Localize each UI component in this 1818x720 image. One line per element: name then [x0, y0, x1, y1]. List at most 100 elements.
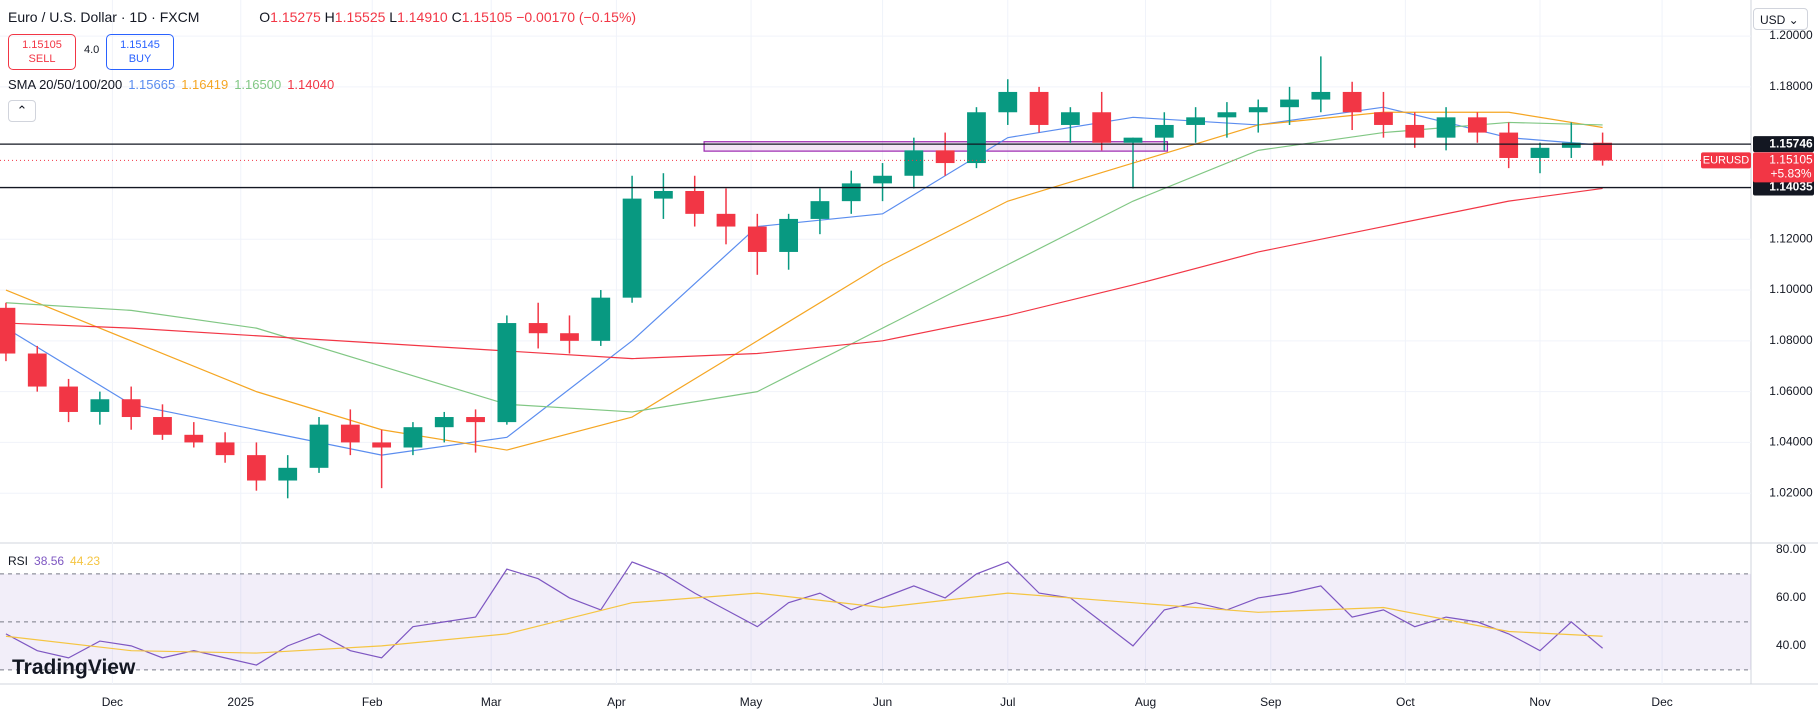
candle-body — [309, 424, 329, 468]
candle-body — [1060, 112, 1080, 125]
sma-line — [5, 111, 1603, 451]
price-axis-bg — [1751, 0, 1818, 720]
symbol-label-bg — [1701, 152, 1751, 169]
candle-body — [466, 417, 485, 423]
buy-button[interactable]: 1.15145 BUY — [106, 34, 174, 70]
legend-value: 44.23 — [70, 554, 101, 568]
x-tick-label: Jun — [873, 695, 892, 709]
candle-body — [779, 218, 799, 252]
candle-body — [747, 226, 767, 252]
candle-body — [497, 323, 517, 423]
price-marker-change: +5.83% — [1770, 167, 1811, 181]
candle-body — [403, 427, 423, 448]
candle-body — [1186, 117, 1206, 125]
y-tick-label: 1.08000 — [1769, 333, 1813, 347]
candle-body — [1217, 112, 1237, 118]
candle-body — [528, 323, 548, 334]
y-tick-label: 80.00 — [1776, 542, 1806, 556]
collapse-button[interactable]: ⌃ — [8, 100, 36, 122]
candle-body — [1499, 132, 1519, 158]
spread: 4.0 — [84, 44, 100, 56]
candle-body — [1436, 117, 1456, 138]
y-tick-label: 1.10000 — [1769, 282, 1813, 296]
level-label: 1.15746 — [1769, 136, 1813, 150]
candle-body — [622, 198, 642, 298]
sell-button[interactable]: 1.15105 SELL — [8, 34, 76, 70]
candle-body — [591, 297, 611, 341]
candle-body — [967, 112, 986, 164]
x-tick-label: 2025 — [227, 695, 254, 709]
y-tick-label: 60.00 — [1776, 590, 1806, 604]
legend-value: 1.16419 — [181, 77, 229, 92]
candle-body — [215, 442, 235, 456]
symbol-label: EURUSD — [1703, 154, 1750, 166]
ohlc-value: 1.15525 — [334, 9, 386, 25]
candle-body — [278, 467, 298, 481]
candle-body — [654, 190, 673, 199]
x-tick-label: Jul — [1000, 695, 1015, 709]
sell-label: SELL — [28, 53, 56, 65]
candle-body — [434, 417, 454, 428]
candle-body — [340, 424, 360, 443]
y-tick-label: 1.04000 — [1769, 435, 1813, 449]
x-tick-label: Feb — [362, 695, 383, 709]
candle-body — [1092, 112, 1112, 143]
currency: USD — [1760, 13, 1786, 27]
candle-body — [27, 353, 47, 387]
ohlc-key: O — [259, 9, 271, 25]
ohlc-value: 1.14910 — [397, 9, 448, 25]
currency-select[interactable]: USD ⌄ — [1753, 8, 1808, 30]
candle-body — [1311, 91, 1331, 100]
x-tick-label: Nov — [1529, 695, 1550, 709]
ohlc-key: H — [324, 9, 335, 25]
candle-body — [1561, 142, 1581, 148]
rsi-line — [5, 592, 1603, 654]
symbol-title: Euro / U.S. Dollar · 1D · FXCM — [8, 9, 200, 25]
ohlc-key: L — [389, 9, 398, 25]
level-label-bg — [1753, 179, 1814, 196]
logo: TradingView — [12, 656, 135, 680]
header: Euro / U.S. Dollar · 1D · FXCM O1.15275 … — [8, 9, 636, 25]
x-tick-label: Mar — [481, 695, 502, 709]
candle-body — [1154, 124, 1174, 138]
rsi-title: RSI — [8, 554, 29, 568]
candle-body — [1029, 91, 1049, 125]
x-tick-label: Dec — [1651, 695, 1672, 709]
candle-body — [153, 417, 172, 435]
candle-body — [810, 201, 830, 219]
candle-body — [1280, 99, 1299, 108]
ohlc: O1.15275 H1.15525 L1.14910 C1.15105 −0.0… — [259, 9, 636, 25]
candle-body — [1123, 137, 1143, 143]
price-marker-label: 1.15105 — [1769, 153, 1813, 167]
candle-body — [560, 333, 579, 341]
y-tick-label: 1.20000 — [1769, 28, 1813, 42]
change: −0.00170 (−0.15%) — [516, 9, 637, 25]
y-tick-label: 40.00 — [1776, 638, 1806, 652]
ohlc-value: 1.15275 — [270, 9, 321, 25]
candle-body — [90, 399, 110, 412]
candle-body — [904, 150, 924, 176]
x-tick-label: Aug — [1135, 695, 1156, 709]
x-tick-label: Dec — [102, 695, 123, 709]
candle-body — [372, 442, 392, 448]
legend-title: SMA 20/50/100/200 — [8, 77, 123, 92]
candle-body — [247, 455, 266, 481]
level-label-bg — [1753, 136, 1814, 153]
candle-body — [0, 307, 16, 354]
sma-legend: SMA 20/50/100/200 1.15665 1.16419 1.16500 1.… — [8, 77, 334, 92]
candle-body — [184, 434, 204, 443]
y-tick-label: 1.12000 — [1769, 231, 1813, 245]
legend-value: 1.15665 — [128, 77, 176, 92]
candle-body — [841, 183, 861, 202]
rsi-legend: RSI 38.56 44.23 — [8, 554, 100, 568]
ohlc-key: C — [451, 9, 462, 25]
logo-text: TradingView — [12, 656, 136, 679]
y-tick-label: 1.18000 — [1769, 79, 1813, 93]
candle-body — [1342, 91, 1362, 113]
candle-body — [998, 91, 1018, 113]
legend-value: 1.16500 — [234, 77, 282, 92]
candle-body — [1374, 112, 1393, 125]
price-marker-bg — [1753, 152, 1814, 183]
zone — [703, 141, 1169, 152]
